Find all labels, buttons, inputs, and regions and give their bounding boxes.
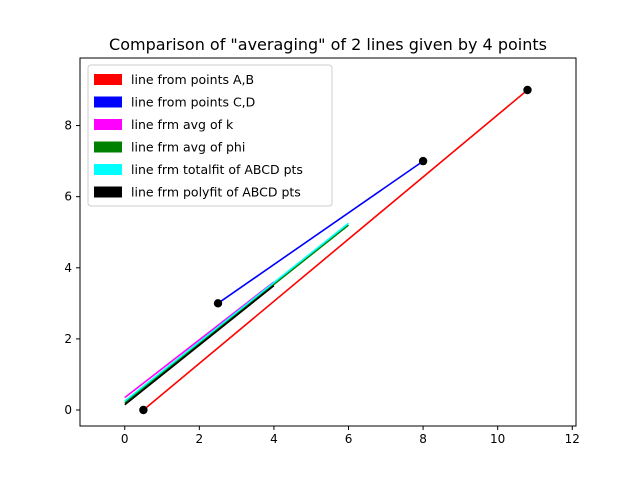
legend-swatch bbox=[94, 74, 122, 85]
legend-swatch bbox=[94, 186, 122, 198]
x-tick-label: 8 bbox=[419, 432, 427, 446]
legend-swatch bbox=[94, 96, 122, 108]
x-tick-label: 4 bbox=[270, 432, 278, 446]
x-tick-label: 0 bbox=[121, 432, 129, 446]
data-point bbox=[523, 85, 532, 95]
x-tick-label: 12 bbox=[565, 432, 580, 446]
data-point bbox=[213, 299, 223, 308]
y-tick-label: 0 bbox=[64, 403, 72, 417]
series-line-3 bbox=[124, 281, 275, 399]
plot-frame bbox=[79, 57, 577, 427]
series-line-6 bbox=[124, 284, 275, 406]
y-tick-label: 8 bbox=[64, 119, 72, 133]
legend-box bbox=[87, 64, 333, 207]
legend-label: line frm avg of k bbox=[131, 117, 234, 132]
series-line-4 bbox=[124, 224, 349, 404]
chart-title: Comparison of "averaging" of 2 lines giv… bbox=[109, 35, 547, 54]
legend: line from points A,B line from points C,D… bbox=[87, 64, 333, 207]
x-tick-label: 6 bbox=[345, 432, 353, 446]
plot-area bbox=[124, 85, 532, 415]
legend-swatch bbox=[94, 141, 122, 153]
series-line-2 bbox=[217, 160, 424, 304]
legend-label: line frm avg of phi bbox=[131, 140, 245, 155]
legend-label: line from points C,D bbox=[131, 95, 255, 110]
series-line-5 bbox=[124, 222, 349, 402]
legend-label: line frm totalfit of ABCD pts bbox=[131, 162, 303, 177]
legend-label: line from points A,B bbox=[131, 72, 254, 87]
legend-label: line frm polyfit of ABCD pts bbox=[131, 185, 301, 200]
data-point bbox=[139, 405, 148, 415]
y-tick-label: 2 bbox=[64, 332, 72, 346]
series-line-1 bbox=[142, 89, 529, 411]
y-tick-label: 6 bbox=[64, 190, 72, 204]
axes: 0 2 4 6 8 10 12 0 2 4 6 8 bbox=[64, 57, 580, 446]
legend-swatch bbox=[94, 164, 122, 175]
legend-swatch bbox=[94, 119, 122, 130]
y-tick-label: 4 bbox=[64, 261, 72, 275]
data-point bbox=[418, 156, 428, 166]
x-tick-label: 2 bbox=[196, 432, 204, 446]
x-tick-label: 10 bbox=[490, 432, 505, 446]
